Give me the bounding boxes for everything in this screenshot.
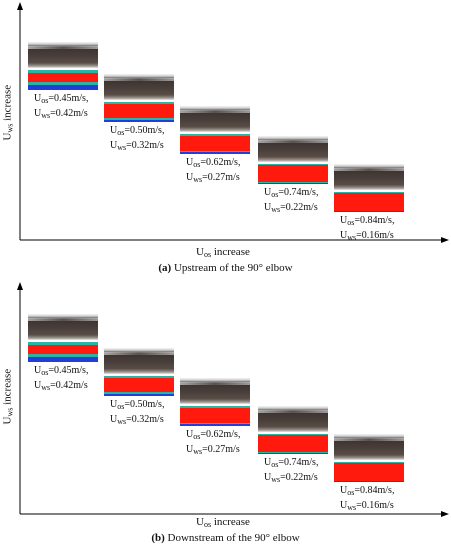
velocity-values: Uos=0.62m/s, Uws=0.27m/s	[186, 156, 240, 186]
phase-distribution	[334, 192, 404, 212]
uos-value: Uos=0.84m/s,	[340, 215, 395, 227]
uos-value: Uos=0.50m/s,	[110, 125, 165, 137]
uos-value: Uos=0.74m/s,	[264, 187, 319, 199]
sample-tile: Uos=0.45m/s, Uws=0.42m/s	[28, 42, 98, 120]
uws-value: Uws=0.42m/s	[34, 108, 88, 120]
velocity-values: Uos=0.50m/s, Uws=0.32m/s	[110, 124, 164, 154]
uos-value: Uos=0.62m/s,	[186, 157, 241, 169]
y-axis-label: Uws increase	[1, 84, 15, 141]
y-axis-label: Uws increase	[1, 368, 15, 425]
flow-photo	[334, 434, 404, 460]
flow-photo	[180, 378, 250, 404]
uws-value: Uws=0.16m/s	[340, 230, 394, 242]
phase-distribution	[180, 406, 250, 426]
flow-photo	[28, 314, 98, 340]
sample-tile: Uos=0.74m/s, Uws=0.22m/s	[258, 406, 328, 484]
uws-value: Uws=0.22m/s	[264, 472, 318, 484]
phase-distribution	[180, 134, 250, 154]
flow-photo	[104, 348, 174, 374]
uws-value: Uws=0.16m/s	[340, 500, 394, 512]
uws-value: Uws=0.27m/s	[186, 444, 240, 456]
x-axis-arrow-icon	[441, 511, 449, 517]
sample-tile: Uos=0.45m/s, Uws=0.42m/s	[28, 314, 98, 392]
x-axis-label: Uos increase	[196, 246, 250, 259]
panel-upstream: Uws increase Uos increase (a) Upstream o…	[1, 2, 449, 274]
flow-photo	[180, 106, 250, 132]
uws-value: Uws=0.42m/s	[34, 380, 88, 392]
sample-tile: Uos=0.74m/s, Uws=0.22m/s	[258, 136, 328, 214]
uos-value: Uos=0.45m/s,	[34, 365, 89, 377]
x-axis-arrow-icon	[441, 237, 449, 243]
flow-photo	[334, 164, 404, 190]
flow-photo	[258, 406, 328, 432]
uws-value: Uws=0.32m/s	[110, 140, 164, 152]
phase-distribution	[104, 102, 174, 122]
phase-distribution	[28, 70, 98, 90]
sample-tile: Uos=0.84m/s, Uws=0.16m/s	[334, 434, 404, 512]
uos-value: Uos=0.74m/s,	[264, 457, 319, 469]
velocity-values: Uos=0.45m/s, Uws=0.42m/s	[34, 364, 88, 394]
sample-tile: Uos=0.62m/s, Uws=0.27m/s	[180, 106, 250, 184]
flow-photo	[104, 74, 174, 100]
y-axis-arrow-icon	[17, 282, 23, 290]
uos-value: Uos=0.45m/s,	[34, 93, 89, 105]
sample-tile: Uos=0.50m/s, Uws=0.32m/s	[104, 74, 174, 152]
phase-distribution	[258, 164, 328, 184]
sample-tile: Uos=0.62m/s, Uws=0.27m/s	[180, 378, 250, 456]
axes-upstream	[17, 2, 449, 243]
velocity-values: Uos=0.74m/s, Uws=0.22m/s	[264, 186, 318, 216]
uos-value: Uos=0.62m/s,	[186, 429, 241, 441]
x-axis-label: Uos increase	[196, 516, 250, 529]
phase-distribution	[104, 376, 174, 396]
y-axis-arrow-icon	[17, 2, 23, 10]
uws-value: Uws=0.32m/s	[110, 414, 164, 426]
uos-value: Uos=0.84m/s,	[340, 485, 395, 497]
uws-value: Uws=0.22m/s	[264, 202, 318, 214]
phase-distribution	[28, 342, 98, 362]
caption-downstream: (b) Downstream of the 90° elbow	[151, 532, 300, 544]
sample-tile: Uos=0.50m/s, Uws=0.32m/s	[104, 348, 174, 426]
velocity-values: Uos=0.84m/s, Uws=0.16m/s	[340, 484, 394, 514]
sample-tile: Uos=0.84m/s, Uws=0.16m/s	[334, 164, 404, 242]
phase-distribution	[334, 462, 404, 482]
velocity-values: Uos=0.84m/s, Uws=0.16m/s	[340, 214, 394, 244]
axes-downstream	[17, 282, 449, 517]
velocity-values: Uos=0.62m/s, Uws=0.27m/s	[186, 428, 240, 458]
velocity-values: Uos=0.74m/s, Uws=0.22m/s	[264, 456, 318, 486]
caption-upstream: (a) Upstream of the 90° elbow	[158, 262, 293, 274]
phase-distribution	[258, 434, 328, 454]
uos-value: Uos=0.50m/s,	[110, 399, 165, 411]
velocity-values: Uos=0.50m/s, Uws=0.32m/s	[110, 398, 164, 428]
flow-photo	[258, 136, 328, 162]
velocity-values: Uos=0.45m/s, Uws=0.42m/s	[34, 92, 88, 122]
panel-downstream: Uws increase Uos increase (b) Downstream…	[0, 280, 451, 550]
uws-value: Uws=0.27m/s	[186, 172, 240, 184]
flow-photo	[28, 42, 98, 68]
